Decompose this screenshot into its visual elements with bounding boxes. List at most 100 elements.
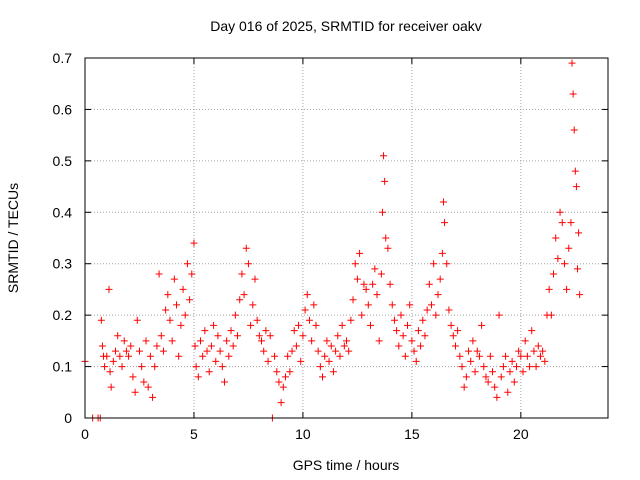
data-point (517, 352, 525, 360)
data-point (236, 296, 244, 304)
data-point (371, 265, 379, 273)
data-point (521, 337, 529, 345)
data-point (159, 347, 167, 355)
data-point (334, 332, 342, 340)
data-point (373, 291, 381, 299)
data-point (414, 327, 422, 335)
data-point (345, 347, 353, 355)
data-point (214, 332, 222, 340)
data-point (478, 321, 486, 329)
data-point (181, 311, 189, 319)
data-point (438, 249, 446, 257)
x-tick-label: 15 (404, 426, 420, 442)
data-point (528, 327, 536, 335)
data-point (539, 347, 547, 355)
data-point (469, 337, 477, 345)
data-point (295, 321, 303, 329)
data-point (255, 332, 263, 340)
data-point (569, 90, 577, 98)
data-point (560, 260, 568, 268)
data-point (175, 352, 183, 360)
data-point (571, 167, 579, 175)
data-point (378, 208, 386, 216)
data-point (238, 270, 246, 278)
data-point (157, 332, 165, 340)
y-tick-label: 0 (64, 410, 72, 426)
data-point (97, 316, 105, 324)
data-point (125, 352, 133, 360)
data-point (153, 342, 161, 350)
data-point (327, 342, 335, 350)
data-point (205, 368, 213, 376)
data-point (530, 347, 538, 355)
data-point (427, 301, 435, 309)
data-point (191, 342, 199, 350)
data-point (292, 342, 300, 350)
data-point (301, 306, 309, 314)
grid-lines (85, 58, 608, 418)
data-point (493, 393, 501, 401)
data-point (380, 152, 388, 160)
data-point (576, 291, 584, 299)
data-point (506, 368, 514, 376)
data-point (388, 301, 396, 309)
data-point (545, 285, 553, 293)
data-point (423, 306, 431, 314)
x-tick-label: 5 (190, 426, 198, 442)
data-point (375, 337, 383, 345)
data-point (510, 378, 518, 386)
data-point (303, 291, 311, 299)
x-tick-label: 10 (295, 426, 311, 442)
data-point (106, 368, 114, 376)
x-axis-label: GPS time / hours (293, 457, 400, 473)
data-point (460, 383, 468, 391)
data-point (567, 219, 575, 227)
data-point (556, 208, 564, 216)
data-point (242, 244, 250, 252)
data-point (179, 285, 187, 293)
data-point (253, 316, 261, 324)
data-point (558, 219, 566, 227)
data-point (116, 352, 124, 360)
data-point (218, 363, 226, 371)
data-point (412, 357, 420, 365)
data-point (325, 357, 333, 365)
data-point (381, 177, 389, 185)
data-point (173, 301, 181, 309)
data-point (251, 275, 259, 283)
data-point (563, 285, 571, 293)
data-point (441, 219, 449, 227)
data-point (290, 327, 298, 335)
data-point (369, 280, 377, 288)
data-point (129, 373, 137, 381)
data-point (297, 357, 305, 365)
data-point (425, 280, 433, 288)
data-point (532, 363, 540, 371)
data-point (286, 368, 294, 376)
data-point (247, 321, 255, 329)
data-point (417, 342, 425, 350)
data-point (266, 332, 274, 340)
data-point (319, 373, 327, 381)
data-point (347, 316, 355, 324)
data-point (105, 285, 113, 293)
data-point (523, 352, 531, 360)
data-point (168, 337, 176, 345)
data-point (484, 378, 492, 386)
data-point (199, 352, 207, 360)
data-point (216, 347, 224, 355)
data-point (491, 383, 499, 391)
data-point (512, 363, 520, 371)
data-point (358, 311, 366, 319)
data-point (519, 368, 527, 376)
data-point (568, 59, 576, 67)
data-point (323, 337, 331, 345)
data-point (465, 347, 473, 355)
y-tick-label: 0.2 (53, 307, 73, 323)
data-point (271, 352, 279, 360)
data-point (146, 352, 154, 360)
data-point (155, 270, 163, 278)
data-point (410, 347, 418, 355)
data-point (260, 347, 268, 355)
data-point (397, 311, 405, 319)
